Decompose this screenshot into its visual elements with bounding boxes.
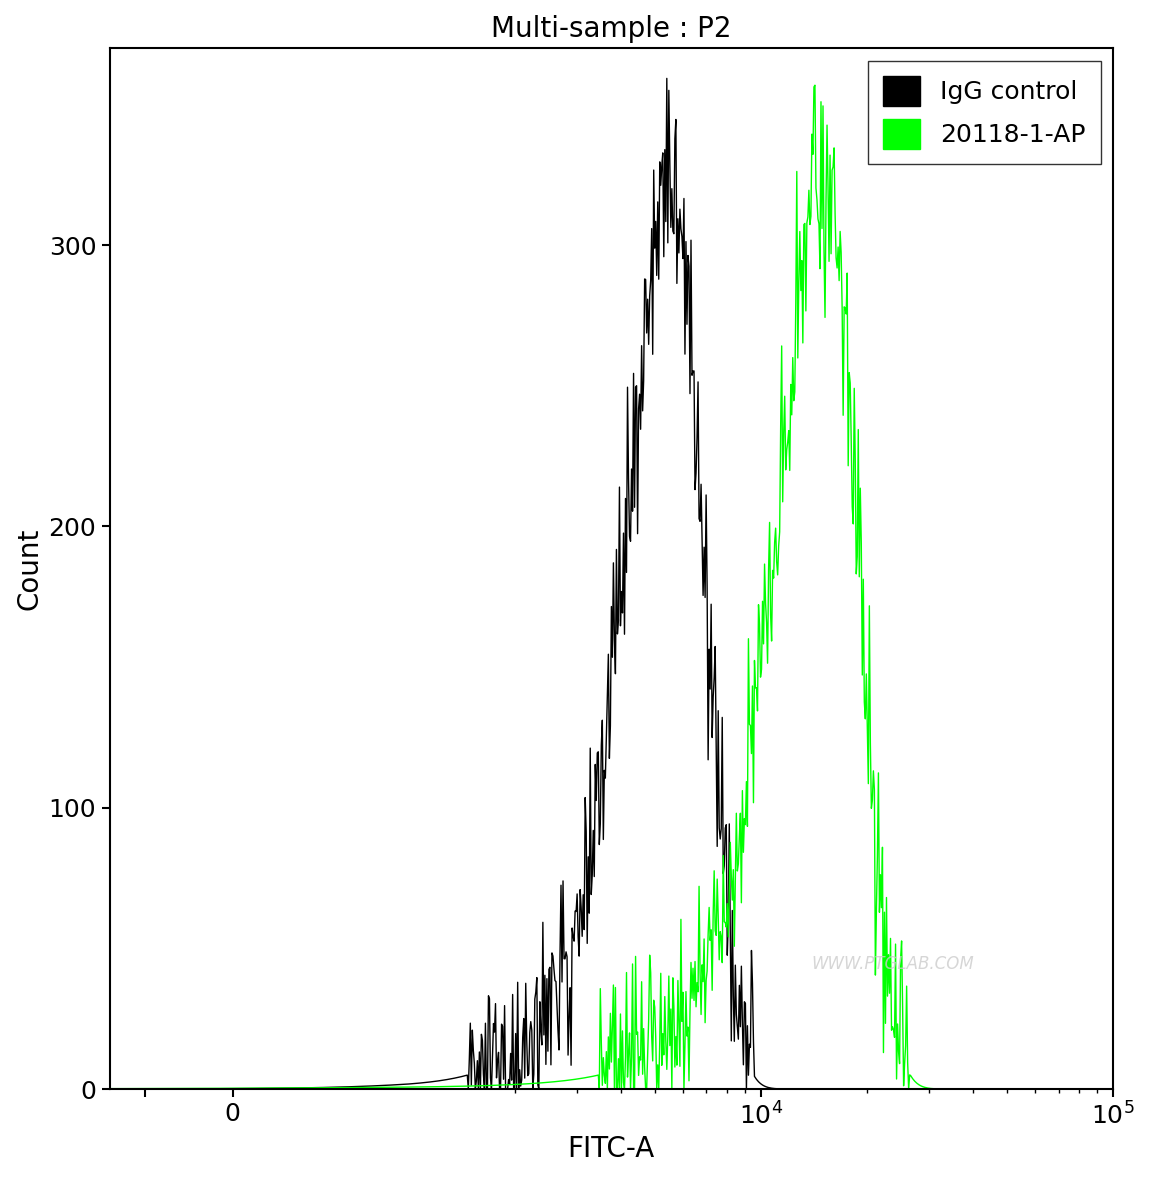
Y-axis label: Count: Count <box>15 528 43 610</box>
IgG control <box>1106 1081 1120 1096</box>
IgG control <box>964 1081 978 1096</box>
IgG control <box>660 72 674 86</box>
IgG control <box>347 1079 361 1093</box>
X-axis label: FITC-A: FITC-A <box>568 1134 656 1163</box>
IgG control <box>868 1081 882 1096</box>
20118-1-AP <box>573 1072 586 1086</box>
Line: IgG control: IgG control <box>109 79 1113 1088</box>
20118-1-AP <box>868 968 882 982</box>
IgG control <box>102 1081 116 1096</box>
Legend: IgG control, 20118-1-AP: IgG control, 20118-1-AP <box>868 60 1101 164</box>
IgG control <box>461 1081 475 1096</box>
Text: WWW.PTGLAB.COM: WWW.PTGLAB.COM <box>811 955 974 973</box>
20118-1-AP <box>316 1080 330 1094</box>
20118-1-AP <box>592 1081 606 1096</box>
20118-1-AP <box>808 78 822 92</box>
20118-1-AP <box>347 1080 361 1094</box>
Line: 20118-1-AP: 20118-1-AP <box>109 85 1113 1088</box>
IgG control <box>971 1081 984 1096</box>
IgG control <box>573 882 586 896</box>
20118-1-AP <box>1106 1081 1120 1096</box>
20118-1-AP <box>971 1081 984 1096</box>
20118-1-AP <box>964 1081 978 1096</box>
IgG control <box>316 1080 330 1094</box>
20118-1-AP <box>102 1081 116 1096</box>
Title: Multi-sample : P2: Multi-sample : P2 <box>491 15 731 44</box>
